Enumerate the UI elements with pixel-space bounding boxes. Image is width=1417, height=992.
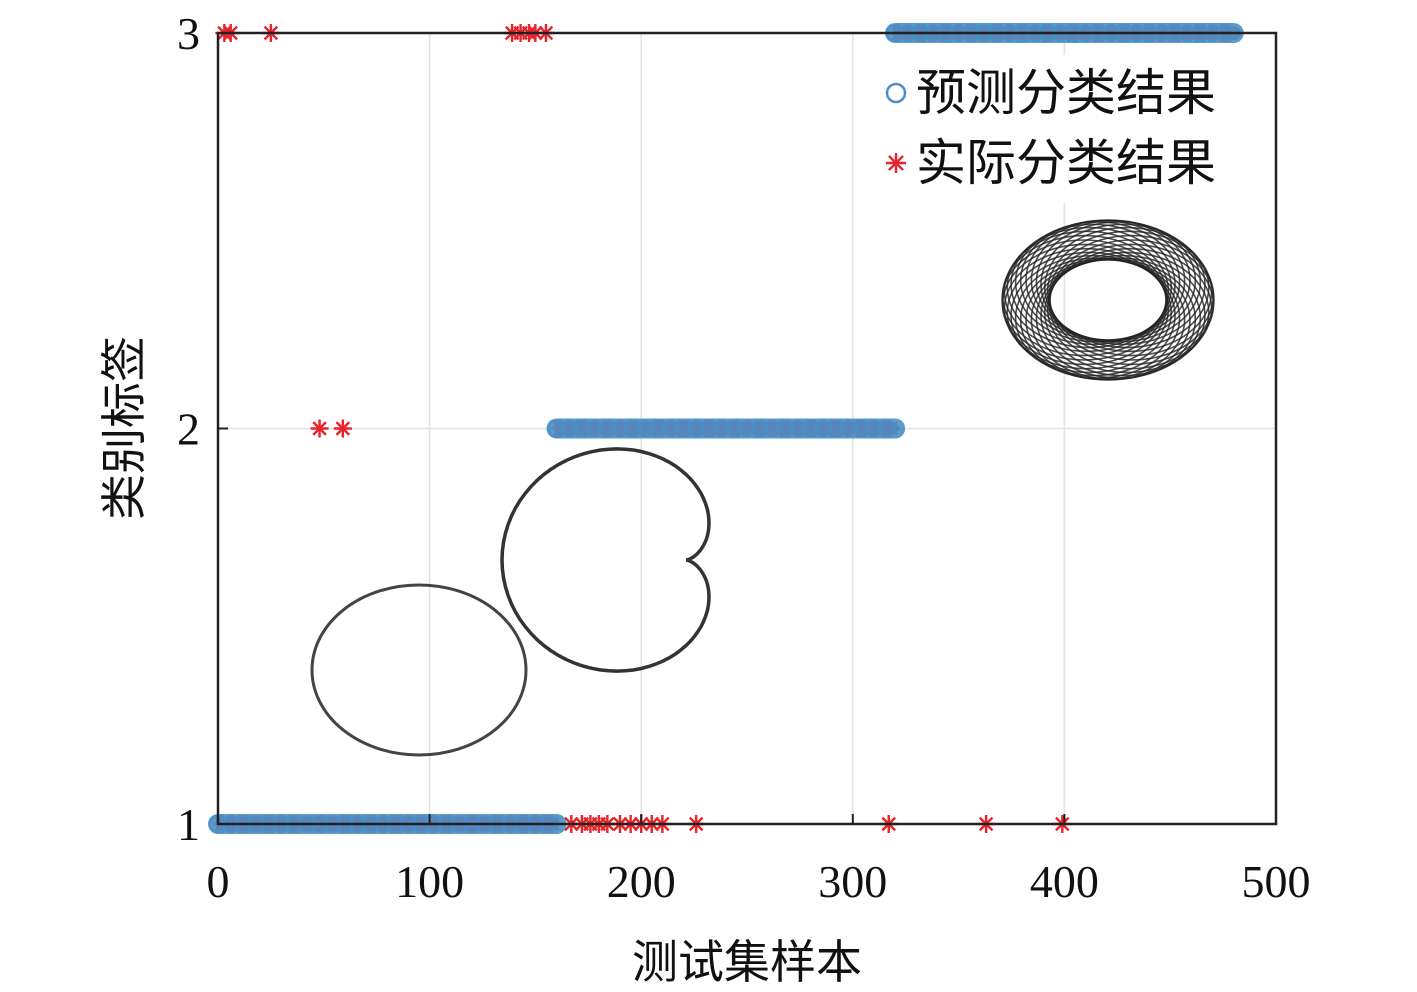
x-axis-title: 测试集样本 (632, 935, 862, 989)
x-tick-label: 200 (607, 856, 676, 907)
predicted-point (674, 419, 693, 438)
predicted-point (712, 419, 731, 438)
predicted-point (572, 419, 591, 438)
predicted-point (776, 419, 795, 438)
predicted-point (598, 419, 617, 438)
predicted-point (636, 419, 655, 438)
predicted-point (585, 419, 604, 438)
y-tick-label: 1 (177, 799, 200, 850)
predicted-point (801, 419, 820, 438)
torus-orbit-icon (1001, 219, 1215, 381)
predicted-point (687, 419, 706, 438)
actual-point (333, 419, 352, 438)
x-tick-label: 500 (1242, 856, 1311, 907)
predicted-point (877, 419, 896, 438)
predicted-point (814, 419, 833, 438)
predicted-point (623, 419, 642, 438)
torus-ring (1014, 257, 1181, 379)
predicted-point (763, 419, 782, 438)
y-tick-label: 3 (177, 8, 200, 59)
x-tick-label: 100 (395, 856, 464, 907)
predicted-point (826, 419, 845, 438)
predicted-point (839, 419, 858, 438)
predicted-point (611, 419, 630, 438)
torus-ring (1046, 230, 1213, 353)
cardioid-orbit-icon (500, 447, 711, 673)
torus-ring (1048, 234, 1215, 357)
torus-ring (1043, 226, 1210, 349)
predicted-point (725, 419, 744, 438)
torus-ring (1040, 223, 1206, 346)
predicted-point (738, 419, 756, 438)
legend-label-actual: 实际分类结果 (916, 134, 1216, 192)
predicted-point (750, 419, 769, 438)
predicted-point (547, 419, 566, 438)
legend: 预测分类结果 实际分类结果 (870, 55, 1270, 203)
actual-point (310, 419, 329, 438)
x-tick-label: 0 (207, 856, 230, 907)
legend-box (870, 55, 1270, 203)
predicted-point (649, 419, 668, 438)
legend-star-mark (886, 153, 906, 173)
legend-label-predicted: 预测分类结果 (916, 64, 1216, 122)
torus-ring (1035, 221, 1202, 343)
torus-ring (1030, 219, 1197, 342)
predicted-point (560, 419, 579, 438)
predicted-point (699, 419, 718, 438)
legend-marker-actual (886, 153, 906, 173)
predicted-point (864, 419, 883, 438)
axis-ticks: 0 100 200 300 400 500 1 2 3 (177, 8, 1311, 907)
predicted-point (788, 419, 807, 438)
predicted-point (852, 419, 871, 438)
y-tick-label: 2 (177, 404, 200, 455)
y-axis-title: 类别标签 (97, 336, 151, 520)
predicted-point (661, 419, 680, 438)
circle-orbit-icon (310, 583, 528, 757)
x-tick-label: 300 (818, 856, 887, 907)
x-tick-label: 400 (1030, 856, 1099, 907)
legend-marker-predicted (885, 82, 907, 104)
